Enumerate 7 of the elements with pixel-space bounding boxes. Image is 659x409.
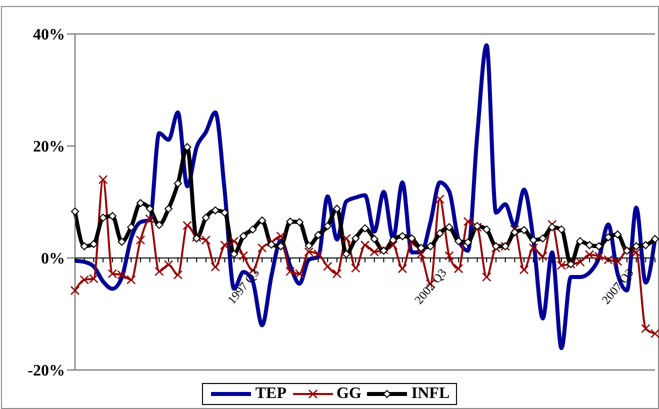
y-tick-label: 0% — [41, 250, 65, 268]
y-tick-label: -20% — [28, 362, 65, 380]
legend-label: GG — [336, 385, 362, 403]
y-tick-label: 20% — [33, 138, 65, 156]
legend-label: TEP — [255, 385, 286, 403]
legend-label: INFL — [411, 385, 450, 403]
y-tick-label: 40% — [33, 26, 65, 44]
